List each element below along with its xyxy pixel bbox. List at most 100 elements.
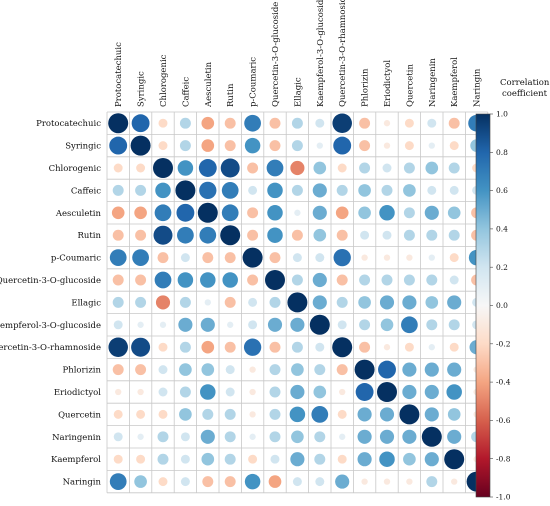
correlation-circle — [359, 140, 371, 152]
correlation-circle — [402, 384, 417, 400]
correlation-circle — [177, 272, 194, 288]
correlation-circle — [130, 135, 151, 156]
correlation-circle — [336, 296, 348, 308]
correlation-circle — [313, 385, 327, 399]
row-label: Caffeic — [71, 186, 101, 196]
correlation-circle — [248, 320, 258, 330]
correlation-circle — [311, 406, 329, 423]
correlation-circle — [200, 317, 215, 332]
correlation-circle — [291, 363, 304, 376]
correlation-circle — [201, 139, 215, 152]
column-label: Phlorizin — [361, 68, 371, 107]
correlation-circle — [200, 429, 215, 444]
correlation-circle — [248, 185, 258, 195]
column-label: Kaempferol-3-O-glucoside — [316, 0, 326, 107]
correlation-circle — [313, 228, 327, 242]
correlation-circle — [201, 116, 215, 130]
correlation-circle — [359, 162, 371, 174]
grid-layer — [106, 111, 489, 494]
correlation-circle — [355, 383, 374, 401]
correlation-circle — [265, 270, 285, 290]
correlation-circle — [202, 252, 214, 264]
colorbar-title-line1: Correlation — [500, 78, 550, 88]
correlation-circle — [315, 118, 325, 128]
correlation-circle — [315, 342, 325, 352]
correlation-circle — [179, 408, 192, 421]
row-label: Kaempferol-3-O-glucoside — [0, 321, 101, 331]
correlation-circle — [225, 365, 235, 375]
correlation-circle — [177, 160, 194, 176]
correlation-circle — [113, 163, 123, 173]
correlation-circle — [315, 253, 325, 263]
correlation-circle — [377, 382, 397, 402]
correlation-circle — [357, 452, 372, 467]
correlation-circle — [448, 162, 460, 174]
colorbar-tick-label: -0.4 — [496, 378, 511, 387]
column-label: Chlorogenic — [159, 54, 169, 107]
correlation-circle — [244, 137, 261, 154]
correlation-circle — [113, 409, 123, 419]
circle-layer — [108, 113, 487, 492]
correlation-circle — [158, 141, 168, 151]
correlation-circle — [113, 432, 123, 442]
colorbar-tick-label: 0.8 — [496, 148, 508, 157]
correlation-circle — [292, 477, 302, 487]
column-label: Eriodictyol — [383, 60, 393, 107]
correlation-circle — [404, 141, 414, 151]
correlation-circle — [247, 274, 259, 286]
correlation-circle — [354, 359, 375, 380]
correlation-circle — [314, 364, 326, 376]
correlation-circle — [447, 429, 462, 444]
correlation-circle — [339, 388, 346, 396]
correlation-circle — [294, 209, 301, 216]
correlation-circle — [337, 454, 347, 464]
correlation-circle — [224, 252, 236, 264]
correlation-circle — [154, 271, 172, 289]
correlation-circle — [312, 205, 327, 220]
correlation-circle — [269, 386, 281, 398]
correlation-circle — [269, 117, 281, 129]
correlation-circle — [158, 409, 168, 419]
correlation-circle — [155, 295, 171, 310]
correlation-circle — [109, 473, 127, 490]
correlation-circle — [224, 476, 236, 488]
correlation-circle — [290, 384, 305, 400]
correlation-circle — [424, 452, 439, 467]
correlation-circle — [382, 230, 392, 240]
correlation-circle — [447, 362, 462, 377]
colorbar-tick-label: 0.4 — [496, 225, 508, 234]
correlation-circle — [269, 408, 281, 420]
correlation-circle — [379, 295, 395, 310]
correlation-circle — [136, 409, 146, 419]
correlation-circle — [135, 296, 147, 308]
correlation-circle — [335, 474, 350, 489]
correlation-circle — [383, 254, 391, 261]
correlation-circle — [180, 253, 190, 263]
correlation-circle — [179, 117, 191, 129]
correlation-circle — [383, 344, 391, 351]
correlation-circle — [449, 253, 459, 263]
correlation-circle — [291, 430, 304, 444]
correlation-circle — [135, 274, 147, 286]
correlation-circle — [332, 337, 353, 358]
correlation-circle — [134, 475, 147, 488]
column-label: Quercetin-3-O-glucoside — [271, 2, 281, 107]
colorbar-tick-label: -0.2 — [496, 339, 511, 348]
row-label: Quercetin-3-O-rhamnoside — [0, 343, 101, 353]
row-label: Eriodictyol — [54, 388, 101, 398]
correlation-circle — [137, 433, 144, 440]
correlation-circle — [425, 161, 439, 175]
correlation-circle — [158, 118, 168, 128]
correlation-circle — [266, 159, 284, 177]
correlation-circle — [379, 407, 395, 422]
correlation-circle — [359, 274, 371, 286]
correlation-circle — [333, 248, 351, 267]
colorbar-gradient — [475, 113, 491, 498]
correlation-circle — [403, 274, 415, 286]
correlation-circle — [153, 158, 173, 178]
correlation-circle — [112, 229, 124, 241]
correlation-circle — [267, 205, 283, 221]
correlation-circle — [244, 473, 261, 490]
row-label: Quercetin — [58, 410, 101, 420]
correlation-circle — [428, 142, 435, 149]
